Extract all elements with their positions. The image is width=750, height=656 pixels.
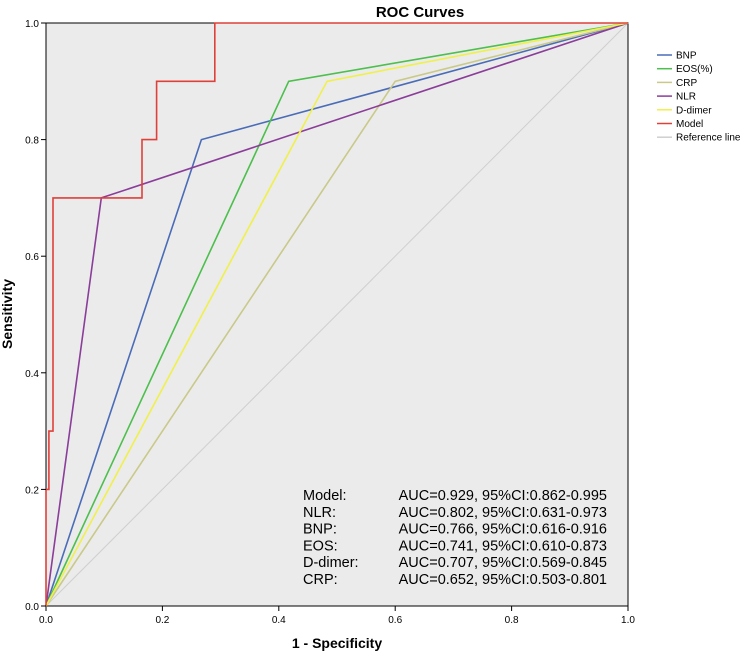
legend: BNP EOS(%) CRP NLR D-dimer Model Reference lin… [657,51,741,144]
legend-label: NLR [676,92,696,103]
x-tick-label: 0.0 [39,615,53,626]
legend-label: Reference line [676,133,741,144]
y-tick-label: 0.0 [25,602,39,613]
auc-annotation-value: AUC=0.741, 95%CI:0.610-0.873 [399,538,607,554]
x-tick-label: 0.6 [388,615,402,626]
auc-annotation-label: CRP: [303,572,338,588]
y-tick-label: 1.0 [25,19,39,30]
auc-annotation-label: D-dimer: [303,555,359,571]
auc-annotation-value: AUC=0.802, 95%CI:0.631-0.973 [399,505,607,521]
chart-title: ROC Curves [376,4,464,21]
x-axis-title: 1 - Specificity [292,635,382,651]
series-line-eos [45,22,629,607]
series-line-reference-line [45,22,629,607]
series-line-bnp [45,22,629,607]
x-tick-label: 0.4 [272,615,286,626]
legend-label: Model [676,119,703,130]
legend-label: EOS(%) [676,64,713,75]
series-line-d-dimer [45,22,629,607]
auc-annotation-value: AUC=0.766, 95%CI:0.616-0.916 [399,522,607,538]
auc-annotation-value: AUC=0.929, 95%CI:0.862-0.995 [399,488,607,504]
x-tick-label: 1.0 [621,615,635,626]
y-tick-label: 0.6 [25,252,39,263]
series-line-model [45,22,628,606]
legend-label: BNP [676,51,697,62]
y-axis-title: Sensitivity [0,279,15,349]
legend-label: D-dimer [676,105,712,116]
y-tick-label: 0.2 [25,485,39,496]
x-tick-label: 0.8 [505,615,519,626]
auc-annotation-label: EOS: [303,538,338,554]
y-tick-label: 0.8 [25,136,39,147]
y-tick-label: 0.4 [25,369,39,380]
auc-annotation-label: BNP: [303,522,337,538]
auc-annotation-value: AUC=0.707, 95%CI:0.569-0.845 [399,555,607,571]
auc-annotation-value: AUC=0.652, 95%CI:0.503-0.801 [399,572,607,588]
auc-annotation-label: NLR: [303,505,336,521]
legend-label: CRP [676,78,697,89]
series-line-crp [45,22,629,607]
auc-annotation-label: Model: [303,488,347,504]
x-tick-label: 0.2 [155,615,169,626]
